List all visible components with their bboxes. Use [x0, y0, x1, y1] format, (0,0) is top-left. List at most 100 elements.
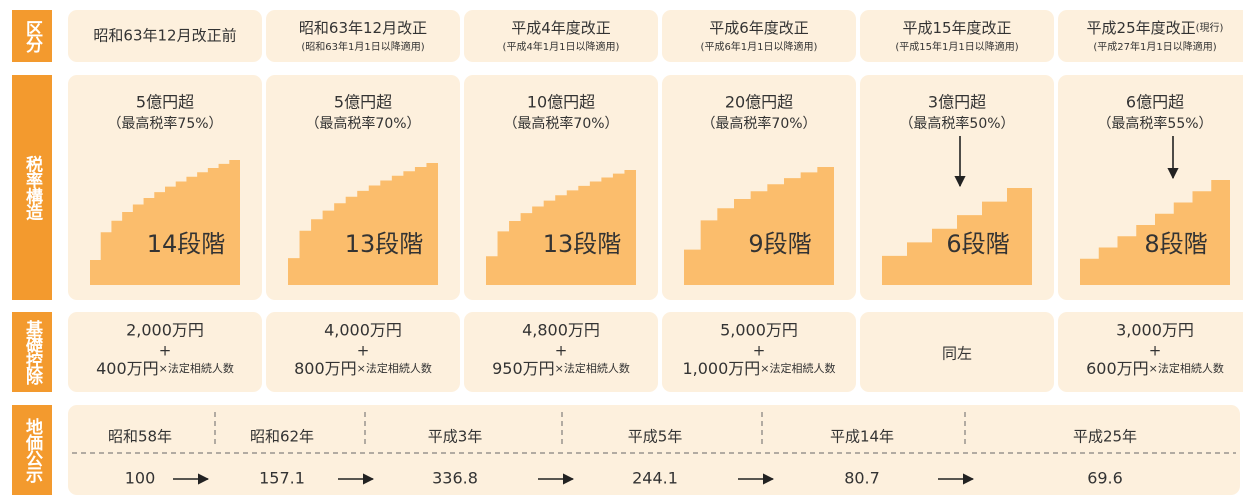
deduction-same: 同左: [942, 345, 972, 363]
deduction-per-heir: 950万円×法定相続人数: [492, 359, 630, 378]
header-cell: [464, 10, 658, 62]
deduction-per-heir: 600万円×法定相続人数: [1086, 359, 1224, 378]
top-bracket: 10億円超: [527, 93, 595, 112]
header-cell: [860, 10, 1054, 62]
column-title: 昭和63年12月改正前: [93, 27, 236, 45]
land-year: 平成3年: [428, 428, 483, 446]
column-period: (平成4年1月1日以降適用): [503, 40, 620, 53]
title-text: 昭和63年12月改正: [299, 19, 427, 37]
land-year: 平成25年: [1073, 428, 1137, 446]
header-cell: [266, 10, 460, 62]
column-period: (平成27年1月1日以降適用): [1093, 40, 1216, 53]
column-title: 平成15年度改正: [902, 19, 1011, 37]
deduction-cell: [266, 312, 460, 392]
multiplier: ×法定相続人数: [159, 361, 234, 375]
steps-label: 14段階: [147, 230, 226, 258]
multiplier: ×法定相続人数: [555, 361, 630, 375]
multiplier: ×法定相続人数: [760, 361, 835, 375]
deduction-plus: +: [753, 342, 766, 360]
row-label-box: [12, 405, 52, 495]
header-cell: [1058, 10, 1243, 62]
deduction-base: 5,000万円: [720, 321, 798, 340]
deduction-cell: [662, 312, 856, 392]
amount: 600万円: [1086, 359, 1149, 378]
deduction-base: 4,000万円: [324, 321, 402, 340]
column-period: (昭和63年1月1日以降適用): [301, 40, 424, 53]
rate-staircase: [1080, 180, 1230, 285]
deduction-per-heir: 800万円×法定相続人数: [294, 359, 432, 378]
amount: 800万円: [294, 359, 357, 378]
land-year: 平成5年: [628, 428, 683, 446]
rate-staircase: [882, 188, 1032, 285]
land-value: 100: [125, 469, 156, 488]
land-cell: [68, 405, 1240, 495]
header-cell: [662, 10, 856, 62]
land-year: 平成14年: [830, 428, 894, 446]
deduction-per-heir: 400万円×法定相続人数: [96, 359, 234, 378]
land-value: 157.1: [259, 469, 305, 488]
land-year: 昭和62年: [250, 428, 314, 446]
top-bracket: 6億円超: [1126, 93, 1184, 112]
top-rate: （最高税率55%）: [1097, 115, 1212, 132]
steps-label: 6段階: [946, 230, 1009, 258]
deduction-base: 3,000万円: [1116, 321, 1194, 340]
deduction-cell: [68, 312, 262, 392]
rate-staircase: [90, 160, 240, 285]
column-title: 昭和63年12月改正: [299, 19, 427, 37]
top-rate: （最高税率50%）: [899, 115, 1014, 132]
title-text: 平成15年度改正: [902, 19, 1011, 37]
deduction-cell: [1058, 312, 1243, 392]
row-label: 地価公示: [22, 417, 44, 484]
title-text: 平成6年度改正: [709, 19, 809, 37]
top-rate: （最高税率70%）: [305, 115, 420, 132]
land-year: 昭和58年: [108, 428, 172, 446]
top-bracket: 20億円超: [725, 93, 793, 112]
amount: 950万円: [492, 359, 555, 378]
row-label: 税率構造: [22, 154, 43, 220]
steps-label: 13段階: [345, 230, 424, 258]
amount: 1,000万円: [682, 359, 760, 378]
amount: 400万円: [96, 359, 159, 378]
rate-staircase: [288, 163, 438, 285]
title-note: (現行): [1196, 21, 1224, 34]
deduction-plus: +: [555, 342, 568, 360]
row-label-box: [12, 312, 52, 392]
deduction-plus: +: [1149, 342, 1162, 360]
rate-staircase: [684, 167, 834, 285]
multiplier: ×法定相続人数: [357, 361, 432, 375]
multiplier: ×法定相続人数: [1149, 361, 1224, 375]
top-bracket: 5億円超: [136, 93, 194, 112]
row-label-box: [12, 75, 52, 300]
column-title: 平成6年度改正: [709, 19, 809, 37]
land-value: 69.6: [1087, 469, 1123, 488]
top-rate: （最高税率70%）: [701, 115, 816, 132]
deduction-plus: +: [159, 342, 172, 360]
column-period: (平成15年1月1日以降適用): [895, 40, 1018, 53]
top-rate: （最高税率75%）: [107, 115, 222, 132]
deduction-cell: [860, 312, 1054, 392]
title-text: 平成25年度改正: [1087, 19, 1196, 37]
rate-staircase: [486, 170, 636, 285]
land-value: 336.8: [432, 469, 478, 488]
header-cell: [68, 10, 262, 62]
top-bracket: 5億円超: [334, 93, 392, 112]
column-title: 平成4年度改正: [511, 19, 611, 37]
land-value: 80.7: [844, 469, 880, 488]
top-rate: （最高税率70%）: [503, 115, 618, 132]
title-text: 平成4年度改正: [511, 19, 611, 37]
deduction-plus: +: [357, 342, 370, 360]
top-bracket: 3億円超: [928, 93, 986, 112]
row-label-box: [12, 10, 52, 62]
deduction-cell: [464, 312, 658, 392]
column-period: (平成6年1月1日以降適用): [701, 40, 818, 53]
deduction-base: 2,000万円: [126, 321, 204, 340]
column-title: 平成25年度改正(現行): [1087, 19, 1224, 37]
deduction-base: 4,800万円: [522, 321, 600, 340]
row-label: 区分: [22, 20, 43, 54]
steps-label: 8段階: [1144, 230, 1207, 258]
steps-label: 9段階: [748, 230, 811, 258]
steps-label: 13段階: [543, 230, 622, 258]
row-label: 基礎控除: [22, 319, 44, 386]
deduction-per-heir: 1,000万円×法定相続人数: [682, 359, 835, 378]
